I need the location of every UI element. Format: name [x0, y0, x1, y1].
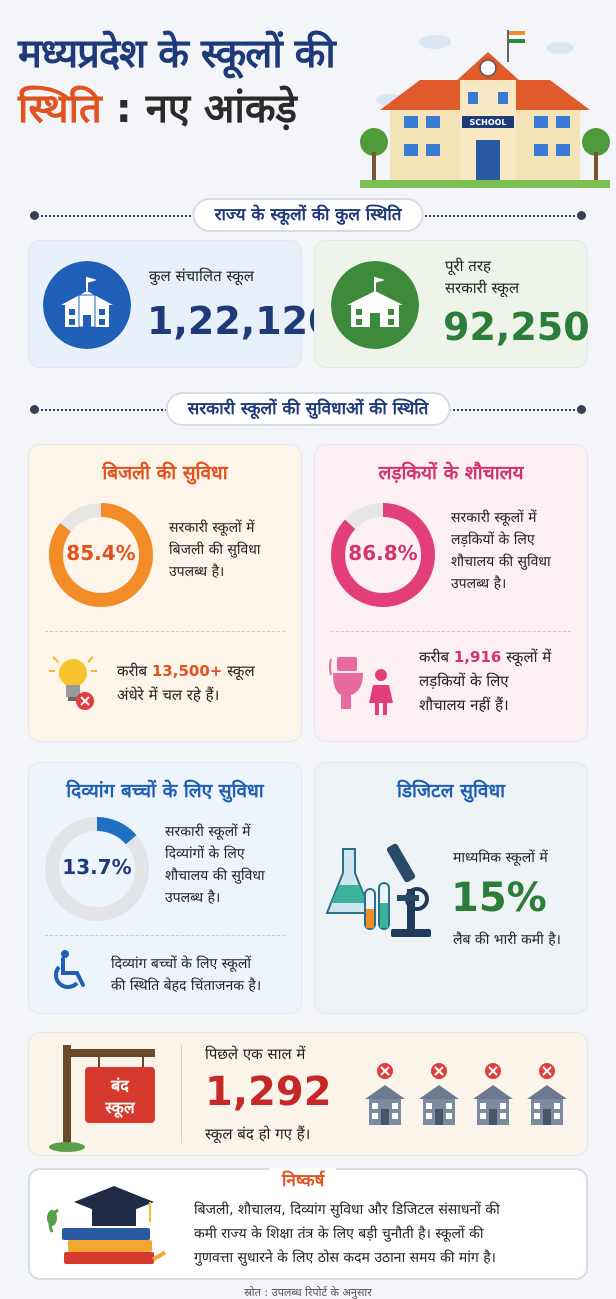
- digital-line1: माध्यमिक स्कूलों में: [453, 850, 548, 866]
- title-rest: : नए आंकड़े: [101, 86, 297, 132]
- electricity-percent: 85.4%: [66, 541, 136, 565]
- title-line-1: मध्यप्रदेश के स्कूलों की: [18, 31, 336, 77]
- note-line: की स्थिति बेहद चिंताजनक है।: [111, 978, 262, 994]
- govt-label-line1: पूरी तरह: [445, 257, 491, 275]
- conclusion-text: बिजली, शौचालय, दिव्यांग सुविधा और डिजिटल…: [194, 1198, 500, 1270]
- school-sign: SCHOOL: [469, 118, 506, 127]
- school-building-illustration: SCHOOL: [360, 30, 610, 188]
- note-line: दिव्यांग बच्चों के लिए स्कूलों: [111, 956, 251, 972]
- electricity-donut-arc: [49, 503, 153, 607]
- desc-line: लड़कियों के लिए: [451, 532, 535, 548]
- note-suffix: स्कूलों में: [501, 648, 552, 666]
- digital-line2: लैब की भारी कमी है।: [453, 932, 561, 948]
- note-prefix: करीब: [117, 662, 152, 680]
- closed-schools-icons: [365, 1063, 567, 1125]
- closed-school-icon: [473, 1063, 513, 1125]
- desc-line: उपलब्ध है।: [451, 576, 507, 592]
- closed-schools-card: बंद स्कूल पिछले एक साल में 1,292 स्कूल ब…: [28, 1032, 588, 1156]
- note-highlight: 1,916: [453, 648, 502, 666]
- school-building-icon: [331, 261, 419, 349]
- girls-toilet-desc: सरकारी स्कूलों में लड़कियों के लिए शौचाल…: [451, 507, 551, 595]
- section-heading-total: राज्य के स्कूलों की कुल स्थिति: [30, 198, 586, 232]
- closed-line1: पिछले एक साल में: [205, 1045, 306, 1063]
- electricity-donut-chart: [49, 503, 153, 607]
- disabled-donut-chart: [45, 817, 149, 921]
- electricity-card: बिजली की सुविधा 85.4% सरकारी स्कूलों में…: [28, 444, 302, 742]
- girls-toilet-note: करीब 1,916 स्कूलों में लड़कियों के लिए श…: [419, 645, 551, 717]
- conclusion-line: गुणवत्ता सुधारने के लिए ठोस कदम उठाना सम…: [194, 1250, 496, 1266]
- desc-line: उपलब्ध है।: [169, 564, 225, 580]
- disabled-note: दिव्यांग बच्चों के लिए स्कूलों की स्थिति…: [111, 953, 261, 997]
- note-suffix: स्कूल: [222, 662, 255, 680]
- note-line: शौचालय नहीं हैं।: [419, 696, 509, 714]
- govt-schools-card: पूरी तरह सरकारी स्कूल 92,250: [314, 240, 590, 368]
- disabled-percent: 13.7%: [62, 855, 132, 879]
- toilet-girl-icon: [329, 657, 393, 715]
- bulb-off-icon: [49, 656, 97, 710]
- girls-toilet-title: लड़कियों के शौचालय: [378, 462, 524, 484]
- disabled-desc: सरकारी स्कूलों में दिव्यांगों के लिए शौच…: [165, 821, 265, 909]
- conclusion-line: बिजली, शौचालय, दिव्यांग सुविधा और डिजिटल…: [194, 1202, 500, 1218]
- girls-toilet-card: लड़कियों के शौचालय 86.8% सरकारी स्कूलों …: [314, 444, 588, 742]
- note-line: लड़कियों के लिए: [419, 672, 509, 690]
- conclusion-title: निष्कर्ष: [270, 1168, 337, 1191]
- girls-toilet-percent: 86.8%: [348, 541, 418, 565]
- closed-value: 1,292: [205, 1069, 332, 1115]
- total-schools-card: कुल संचालित स्कूल 1,22,120: [28, 240, 335, 368]
- note-prefix: करीब: [419, 648, 454, 666]
- lab-microscope-icon: [325, 843, 431, 937]
- note-line: अंधेरे में चल रहे हैं।: [117, 686, 220, 704]
- section-title: राज्य के स्कूलों की कुल स्थिति: [192, 198, 424, 232]
- desc-line: बिजली की सुविधा: [169, 542, 261, 558]
- desc-line: सरकारी स्कूलों में: [169, 520, 255, 536]
- sign-line1: बंद: [110, 1076, 129, 1095]
- section-title: सरकारी स्कूलों की सुविधाओं की स्थिति: [165, 392, 451, 426]
- note-highlight: 13,500+: [151, 662, 223, 680]
- electricity-note: करीब 13,500+ स्कूल अंधेरे में चल रहे हैं…: [117, 659, 255, 707]
- girls-toilet-donut-chart: [331, 503, 435, 607]
- disabled-title: दिव्यांग बच्चों के लिए सुविधा: [66, 780, 264, 802]
- page-title: मध्यप्रदेश के स्कूलों की स्थिति : नए आंक…: [18, 28, 336, 138]
- conclusion-line: कमी राज्य के शिक्षा तंत्र के लिए बड़ी चु…: [194, 1226, 484, 1242]
- girls-toilet-donut-arc: [331, 503, 435, 607]
- digital-value: 15%: [451, 875, 547, 921]
- desc-line: दिव्यांगों के लिए: [165, 846, 245, 862]
- total-schools-value: 1,22,120: [147, 299, 335, 343]
- conclusion-card: निष्कर्ष बिजली, शौचालय, दिव्यांग सुविधा …: [28, 1168, 588, 1280]
- sign-line2: स्कूल: [104, 1098, 136, 1118]
- title-line-2: स्थिति : नए आंकड़े: [18, 80, 335, 138]
- digital-title: डिजिटल सुविधा: [396, 780, 506, 802]
- desc-line: शौचालय की सुविधा: [165, 868, 265, 884]
- wheelchair-icon: [53, 950, 85, 990]
- govt-schools-value: 92,250: [443, 305, 590, 349]
- section-heading-facilities: सरकारी स्कूलों की सुविधाओं की स्थिति: [30, 392, 586, 426]
- school-building-icon: [43, 261, 131, 349]
- closed-line2: स्कूल बंद हो गए हैं।: [205, 1125, 311, 1143]
- disabled-facility-card: दिव्यांग बच्चों के लिए सुविधा 13.7% सरका…: [28, 762, 302, 1014]
- closed-school-icon: [365, 1063, 405, 1125]
- closed-school-icon: [527, 1063, 567, 1125]
- govt-schools-label: पूरी तरह सरकारी स्कूल: [445, 255, 519, 299]
- title-highlight: स्थिति: [18, 86, 102, 132]
- disabled-donut-arc: [45, 817, 149, 921]
- source-note: स्रोत : उपलब्ध रिपोर्ट के अनुसार: [244, 1286, 372, 1299]
- govt-label-line2: सरकारी स्कूल: [445, 279, 519, 297]
- digital-facility-card: डिजिटल सुविधा माध्यमिक स्कूलों में 15% ल…: [314, 762, 588, 1014]
- desc-line: शौचालय की सुविधा: [451, 554, 551, 570]
- electricity-title: बिजली की सुविधा: [102, 462, 228, 484]
- total-schools-label: कुल संचालित स्कूल: [149, 267, 254, 285]
- electricity-desc: सरकारी स्कूलों में बिजली की सुविधा उपलब्…: [169, 517, 261, 583]
- desc-line: सरकारी स्कूलों में: [165, 824, 251, 840]
- desc-line: उपलब्ध है।: [165, 890, 221, 906]
- closed-school-signboard: बंद स्कूल: [49, 1045, 155, 1152]
- graduation-books-icon: [47, 1186, 167, 1264]
- closed-school-icon: [419, 1063, 459, 1125]
- desc-line: सरकारी स्कूलों में: [451, 510, 537, 526]
